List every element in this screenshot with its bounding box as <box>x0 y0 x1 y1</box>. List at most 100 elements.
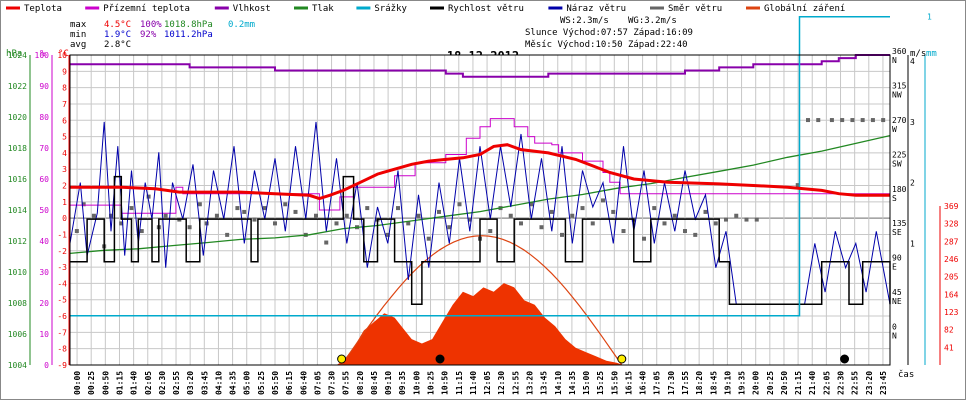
wind-dir-point <box>840 118 845 123</box>
tick-hpa: 1004 <box>8 361 27 370</box>
wind-dir-point <box>197 202 202 207</box>
wind-dir-point <box>642 236 646 241</box>
wind-dir-point <box>139 229 144 234</box>
series-wind-speed <box>70 175 891 305</box>
tick-pct: 30 <box>39 268 49 277</box>
tick-rad: 287 <box>944 237 959 246</box>
info-moon: Měsíc Východ:10:50 Západ:22:40 <box>525 40 688 50</box>
tick-x: 08:45 <box>370 371 379 395</box>
tick-x: 11:15 <box>455 371 464 395</box>
tick-hpa: 1014 <box>8 206 27 215</box>
unit-mm: mm <box>926 49 937 59</box>
legend-label: Teplota <box>24 4 62 14</box>
tick-degc: 6 <box>62 116 67 125</box>
wind-dir-point <box>163 213 168 218</box>
unit-ms: m/s <box>910 49 926 59</box>
unit-time: čas <box>898 369 914 380</box>
tick-hpa: 1006 <box>8 330 27 339</box>
wind-dir-point <box>91 213 96 218</box>
tick-x: 11:40 <box>469 371 478 395</box>
tick-x: 12:55 <box>511 371 520 395</box>
stat-avg-label: avg <box>70 40 86 50</box>
tick-dir-letter: E <box>892 263 897 272</box>
unit-pct: % <box>40 49 46 59</box>
wind-dir-point <box>262 206 267 211</box>
tick-x: 23:45 <box>879 371 888 395</box>
stat-min-hum: 92% <box>140 30 157 40</box>
radiation-area <box>70 283 890 365</box>
tick-mm: 1 <box>927 13 932 22</box>
wind-dir-point <box>426 236 431 241</box>
stat-min-label: min <box>70 30 86 40</box>
wind-dir-point <box>806 118 810 123</box>
wind-dir-point <box>242 209 247 214</box>
tick-rad: 164 <box>944 290 959 299</box>
wind-dir-point <box>293 209 298 214</box>
tick-x: 01:15 <box>115 371 124 395</box>
tick-pct: 60 <box>39 175 49 184</box>
tick-hpa: 1022 <box>8 82 27 91</box>
tick-x: 03:45 <box>200 371 209 395</box>
info-ws: WS:2.3m/s <box>560 16 609 26</box>
legend-label: Srážky <box>374 4 407 14</box>
tick-dir: 45 <box>892 288 902 297</box>
tick-degc: 4 <box>62 149 67 158</box>
tick-pct: 80 <box>39 113 49 122</box>
tick-hpa: 1008 <box>8 299 27 308</box>
info-wg: WG:3.2m/s <box>628 16 677 26</box>
tick-pct: 50 <box>39 206 49 215</box>
tick-x: 20:00 <box>752 371 761 395</box>
wind-dir-point <box>519 221 523 226</box>
tick-x: 16:15 <box>624 371 633 395</box>
stat-max-hum: 100% <box>140 20 162 30</box>
stat-min-press: 1011.2hPa <box>164 30 213 40</box>
tick-x: 12:05 <box>483 371 492 395</box>
tick-hpa: 1010 <box>8 268 27 277</box>
tick-dir-letter: W <box>892 125 897 134</box>
wind-dir-point <box>870 118 875 123</box>
tick-rad: 328 <box>944 220 959 229</box>
wind-dir-point <box>488 229 493 234</box>
tick-rad: 205 <box>944 273 959 282</box>
tick-rad: 369 <box>944 202 959 211</box>
legend-label: Náraz větru <box>566 4 626 14</box>
tick-dir: 270 <box>892 116 907 125</box>
tick-degc: -4 <box>57 279 67 288</box>
wind-dir-point <box>406 221 411 226</box>
stat-min-temp: 1.9°C <box>104 30 131 40</box>
tick-pct: 90 <box>39 82 49 91</box>
wind-dir-point <box>235 206 240 211</box>
plot-frame <box>69 54 891 366</box>
tick-dir: 90 <box>892 254 902 263</box>
wind-dir-point <box>416 213 421 218</box>
tick-dir-letter: NE <box>892 297 902 306</box>
wind-dir-point <box>81 202 86 207</box>
tick-pct: 20 <box>39 299 49 308</box>
wind-dir-point <box>109 213 113 218</box>
tick-x: 21:40 <box>808 371 817 395</box>
wind-dir-point <box>672 213 677 218</box>
tick-x: 23:20 <box>865 371 874 395</box>
tick-degc: 0 <box>62 214 67 223</box>
wind-dir-point <box>314 213 318 218</box>
tick-ms: 2 <box>910 179 915 188</box>
tick-degc: 7 <box>62 100 67 109</box>
stat-max-label: max <box>70 20 87 30</box>
tick-x: 06:15 <box>285 371 294 395</box>
tick-hpa: 1020 <box>8 113 27 122</box>
tick-dir-letter: N <box>892 56 897 65</box>
tick-dir: 360 <box>892 47 907 56</box>
tick-ms: 3 <box>910 118 915 127</box>
tick-x: 21:15 <box>794 371 803 395</box>
tick-dir: 0 <box>892 323 897 332</box>
wind-dir-point <box>396 206 400 211</box>
tick-x: 17:30 <box>667 371 676 395</box>
tick-x: 00:50 <box>101 371 110 395</box>
tick-dir-letter: S <box>892 194 897 203</box>
wind-dir-point <box>713 221 718 226</box>
wind-dir-point <box>590 221 595 226</box>
tick-x: 10:25 <box>427 371 436 395</box>
tick-x: 18:20 <box>695 371 704 395</box>
tick-x: 02:55 <box>172 371 181 395</box>
